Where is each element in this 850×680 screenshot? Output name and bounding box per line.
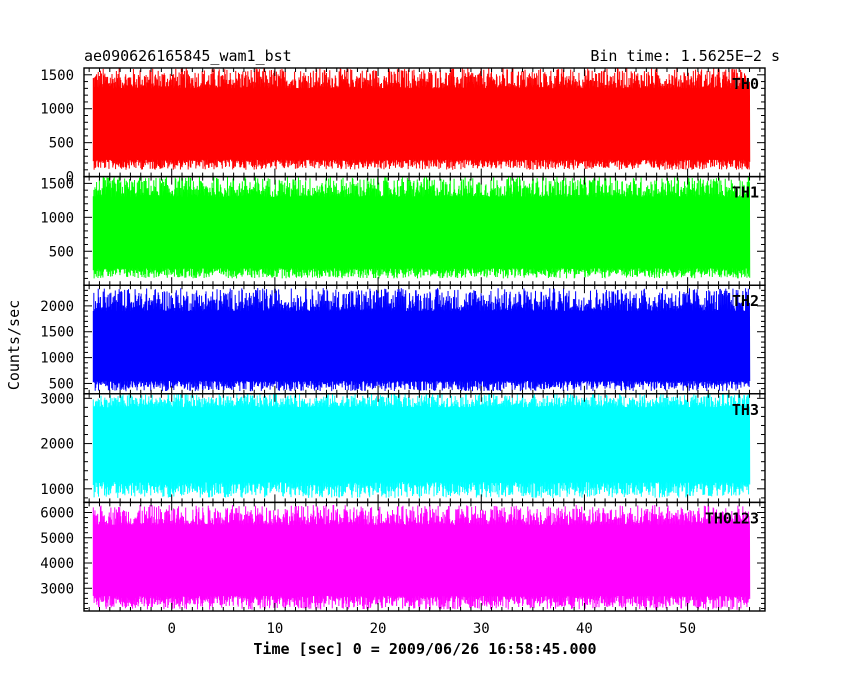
y-tick-label: 4000	[40, 556, 74, 572]
y-tick-label: 1000	[40, 210, 74, 226]
y-tick-label: 1000	[40, 482, 74, 498]
series-line-th1	[92, 176, 751, 279]
x-tick-label: 20	[370, 621, 387, 637]
y-tick-label: 500	[49, 376, 74, 392]
bin-time-label: Bin time: 1.5625E−2 s	[590, 47, 780, 65]
y-axis-label: Counts/sec	[5, 300, 23, 390]
panel-th2: 500 1000 1500 2000 TH2	[40, 284, 766, 395]
y-tick-label: 5000	[40, 531, 74, 547]
series-line-th0123	[92, 504, 751, 610]
panel-label-th0: TH0	[732, 75, 759, 93]
y-tick-label: 0	[66, 170, 74, 186]
panel-label-th3: TH3	[732, 401, 759, 419]
y-tick-label: 3000	[40, 581, 74, 597]
panel-frame	[83, 501, 766, 612]
panel-th0123: 3000 4000 5000 6000 TH0123	[40, 501, 766, 612]
y-tick-label: 1500	[40, 68, 74, 84]
x-axis-label: Time [sec] 0 = 2009/06/26 16:58:45.000	[253, 640, 596, 658]
x-tick-label: 0	[167, 621, 175, 637]
series-line-th3	[92, 393, 751, 498]
y-tick-label: 500	[49, 244, 74, 260]
x-tick-label: 40	[576, 621, 593, 637]
y-tick-label: 1500	[40, 325, 74, 341]
y-tick-label: 1500	[40, 176, 74, 192]
x-tick-label: 30	[473, 621, 490, 637]
x-tick-label: 50	[679, 621, 696, 637]
panel-label-th2: TH2	[732, 292, 759, 310]
y-tick-label: 3000	[40, 391, 74, 407]
y-tick-label: 1000	[40, 351, 74, 367]
chart-title: ae090626165845_wam1_bst	[84, 47, 292, 65]
series-line-th2	[92, 287, 751, 392]
y-tick-label: 500	[49, 136, 74, 152]
x-tick-label: 10	[266, 621, 283, 637]
panel-label-th1: TH1	[732, 184, 759, 202]
y-tick-label: 1000	[40, 102, 74, 118]
panel-th0: 0 500 1000 1500 TH0	[40, 67, 766, 186]
y-tick-label: 6000	[40, 506, 74, 522]
panel-label-th0123: TH0123	[705, 509, 759, 527]
panel-th1: 500 1000 1500 TH1	[40, 175, 766, 286]
y-tick-label: 2000	[40, 437, 74, 453]
panel-th3: 1000 2000 3000 TH3	[40, 391, 766, 504]
y-tick-label: 2000	[40, 299, 74, 315]
series-line-th0	[92, 68, 751, 170]
